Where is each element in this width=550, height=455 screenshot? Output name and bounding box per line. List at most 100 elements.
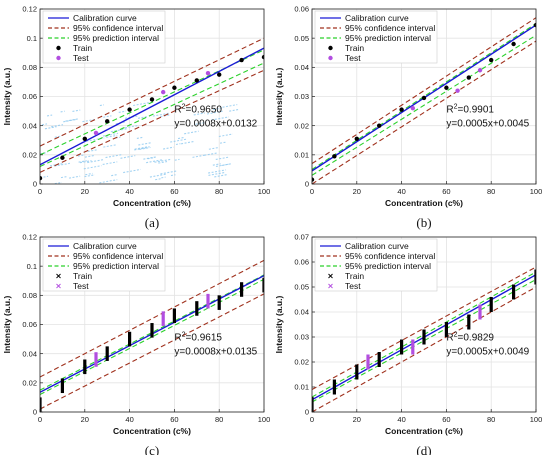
legend-entry: Calibration curve: [345, 241, 409, 251]
y-tick-label: 0.06: [294, 5, 309, 14]
noise-stroke: [99, 104, 105, 107]
y-tick-label: 0.01: [294, 383, 309, 392]
confidence-upper-line: [312, 266, 536, 390]
noise-stroke: [85, 172, 93, 176]
panel-label: (b): [416, 215, 431, 230]
x-tick-label: 60: [170, 415, 178, 424]
confidence-lower-line: [40, 293, 264, 410]
noise-stroke: [134, 146, 149, 151]
train-point: [533, 22, 536, 28]
noise-stroke: [208, 171, 225, 176]
y-tick-label: 0.05: [294, 283, 309, 292]
panel-label: (a): [145, 215, 159, 230]
train-point: [40, 175, 43, 181]
noise-stroke: [155, 177, 162, 181]
noise-stroke: [102, 132, 119, 137]
legend-swatch: [328, 55, 333, 61]
legend-entry: 95% confidence interval: [73, 23, 163, 33]
train-point: [240, 282, 244, 297]
chart-panel-2: 0 20 40 60 80 100 0 0.02 0.04 0.06 0.08 0.1 0.12 Conc…: [2, 233, 270, 455]
calibration-line: [40, 47, 264, 166]
test-point: [455, 88, 460, 93]
noise-stroke: [124, 115, 139, 119]
y-tick-label: 0.1: [27, 262, 37, 271]
legend-entry: 95% prediction interval: [73, 261, 159, 271]
y-tick-label: 0.04: [294, 63, 309, 72]
noise-stroke: [46, 114, 53, 117]
y-tick-label: 0.06: [22, 92, 37, 101]
noise-stroke: [212, 107, 223, 111]
noise-stroke: [103, 144, 117, 148]
train-point: [239, 57, 244, 63]
noise-stroke: [174, 158, 180, 161]
legend-swatch: [328, 45, 333, 51]
noise-stroke: [181, 140, 195, 145]
test-point: [93, 130, 99, 136]
legend-box: [42, 238, 166, 292]
legend-entry: Test: [345, 53, 361, 63]
x-tick-label: 100: [258, 415, 271, 424]
x-tick-label: 40: [397, 415, 405, 424]
noise-stroke: [41, 123, 48, 126]
plot-content: [312, 266, 536, 412]
y-tick-label: 0.06: [294, 258, 309, 267]
train-point: [217, 72, 222, 77]
legend-entry: 95% confidence interval: [73, 251, 163, 261]
noise-stroke: [206, 110, 223, 115]
legend-entry: Test: [73, 53, 89, 63]
x-tick-label: 100: [530, 415, 543, 424]
noise-stroke: [121, 124, 139, 130]
x-axis-label: Concentration (c%): [113, 426, 191, 436]
y-axis-label: Intensity (a.u.): [274, 68, 284, 126]
train-point: [332, 379, 336, 395]
train-point: [105, 346, 109, 361]
noise-stroke: [54, 162, 70, 167]
image-noise-artifact: [40, 101, 240, 184]
legend-entry: Train: [345, 43, 364, 53]
noise-stroke: [44, 126, 57, 130]
noise-stroke: [79, 160, 92, 164]
train-point: [400, 339, 404, 355]
legend-swatch: [328, 283, 333, 289]
noise-stroke: [102, 161, 118, 166]
noise-stroke: [219, 141, 227, 144]
y-tick-label: 0: [33, 408, 37, 417]
noise-stroke: [170, 138, 188, 143]
train-point: [489, 57, 494, 63]
noise-stroke: [215, 163, 231, 168]
train-point: [128, 331, 132, 347]
axes-frame: [311, 236, 537, 413]
x-tick-label: 0: [310, 415, 314, 424]
legend-entry: 95% prediction interval: [73, 33, 159, 43]
x-tick-label: 60: [442, 187, 450, 196]
equation-annotation: y=0.0008x+0.0135: [174, 346, 257, 357]
confidence-upper-line: [40, 37, 264, 147]
y-tick-label: 0.02: [294, 121, 309, 130]
noise-stroke: [83, 165, 102, 170]
noise-stroke: [222, 104, 238, 108]
legend-box: [42, 10, 166, 64]
noise-stroke: [118, 110, 127, 113]
train-point: [511, 41, 516, 47]
train-point: [127, 107, 132, 112]
legend-swatch: [56, 283, 61, 289]
test-point: [410, 105, 415, 111]
confidence-lower-line: [312, 40, 536, 184]
y-tick-label: 0.03: [294, 333, 309, 342]
train-point: [172, 308, 176, 324]
y-tick-label: 0.08: [22, 291, 37, 300]
noise-stroke: [60, 110, 65, 113]
legend-entry: Train: [73, 43, 92, 53]
confidence-lower-line: [312, 286, 536, 412]
noise-stroke: [195, 122, 205, 125]
train-point: [261, 54, 264, 60]
legend-entry: 95% confidence interval: [345, 23, 435, 33]
legend-entry: Train: [73, 271, 92, 281]
r-squared-annotation: R2=0.9829: [446, 331, 494, 343]
y-tick-label: 0: [33, 180, 37, 189]
